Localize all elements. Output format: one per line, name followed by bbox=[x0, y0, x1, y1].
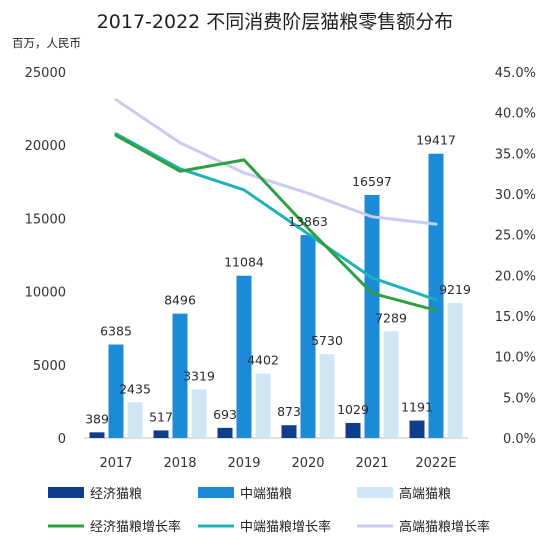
x-tick-label: 2022E bbox=[415, 456, 456, 471]
bar-3-6 bbox=[447, 303, 463, 438]
legend-swatch bbox=[198, 487, 234, 498]
bar-2-1 bbox=[108, 344, 124, 438]
legend-swatch bbox=[48, 487, 84, 498]
bar-1-2 bbox=[153, 430, 169, 438]
y2-tick-label: 0.0% bbox=[503, 432, 536, 447]
bars bbox=[89, 153, 463, 439]
y-tick-label: 10000 bbox=[25, 286, 66, 301]
growth-line-1 bbox=[114, 133, 438, 312]
bar-1-1 bbox=[89, 432, 105, 438]
bar-value-label: 2435 bbox=[119, 381, 151, 396]
y2-tick-label: 35.0% bbox=[495, 147, 536, 162]
bar-value-label: 8496 bbox=[164, 293, 196, 308]
bar-3-3 bbox=[255, 373, 271, 438]
bar-value-label: 873 bbox=[277, 404, 301, 419]
bar-value-label: 7289 bbox=[375, 310, 407, 325]
bar-2-3 bbox=[236, 275, 252, 438]
y2-tick-label: 25.0% bbox=[495, 229, 536, 244]
legend-label: 经济猫粮增长率 bbox=[90, 519, 181, 535]
legend-label: 高端猫粮 bbox=[399, 486, 451, 502]
bar-3-2 bbox=[191, 389, 207, 438]
y-axis-unit-label: 百万，人民币 bbox=[12, 36, 81, 50]
y2-tick-label: 30.0% bbox=[495, 188, 536, 203]
y-tick-label: 0 bbox=[58, 432, 66, 447]
legend-label: 经济猫粮 bbox=[90, 487, 142, 502]
growth-lines bbox=[114, 98, 438, 312]
bar-value-label: 11084 bbox=[224, 255, 264, 270]
bar-2-2 bbox=[172, 313, 188, 438]
bar-3-4 bbox=[319, 354, 335, 438]
y2-tick-label: 40.0% bbox=[495, 107, 536, 122]
x-tick-label: 2019 bbox=[227, 456, 260, 471]
x-tick-label: 2018 bbox=[163, 456, 196, 471]
bar-1-6 bbox=[409, 420, 425, 438]
bar-value-label: 3319 bbox=[183, 368, 215, 383]
y2-tick-label: 15.0% bbox=[495, 310, 536, 325]
bar-data-labels: 389 517 693 873 1029 1191 6385 8496 11084 13863 16… bbox=[85, 133, 471, 427]
bar-2-4 bbox=[300, 235, 316, 438]
bar-value-label: 6385 bbox=[100, 324, 132, 339]
y2-axis-ticks: 0.0% 5.0% 10.0% 15.0% 20.0% 25.0% 30.0% 35.0% 40… bbox=[495, 66, 536, 447]
bar-value-label: 1191 bbox=[401, 400, 433, 415]
bar-value-label: 389 bbox=[85, 411, 109, 426]
y2-tick-label: 20.0% bbox=[495, 269, 536, 284]
bar-value-label: 9219 bbox=[439, 282, 471, 297]
bar-2-5 bbox=[364, 195, 380, 438]
x-tick-label: 2021 bbox=[355, 456, 388, 471]
y-tick-label: 20000 bbox=[25, 139, 66, 154]
x-tick-label: 2017 bbox=[99, 456, 132, 471]
y-tick-label: 15000 bbox=[25, 212, 66, 227]
y-tick-label: 25000 bbox=[25, 66, 66, 81]
bar-value-label: 13863 bbox=[288, 214, 328, 229]
bar-value-label: 16597 bbox=[352, 174, 392, 189]
bar-1-4 bbox=[281, 425, 297, 438]
bar-1-5 bbox=[345, 422, 361, 438]
bar-value-label: 1029 bbox=[337, 402, 369, 417]
chart-title: 2017-2022 不同消费阶层猫粮零售额分布 bbox=[97, 11, 454, 33]
legend-label: 中端猫粮 bbox=[240, 487, 292, 502]
x-axis-ticks: 2017 2018 2019 2020 2021 2022E bbox=[99, 456, 456, 471]
x-tick-label: 2020 bbox=[291, 456, 324, 471]
bar-value-label: 693 bbox=[213, 407, 237, 422]
bar-3-1 bbox=[127, 402, 143, 438]
y-tick-label: 5000 bbox=[33, 359, 66, 374]
legend-label: 高端猫粮增长率 bbox=[399, 519, 490, 535]
y2-tick-label: 5.0% bbox=[503, 391, 536, 406]
bar-value-label: 5730 bbox=[311, 333, 343, 348]
bar-value-label: 4402 bbox=[247, 353, 279, 368]
bar-1-3 bbox=[217, 427, 233, 438]
bar-value-label: 517 bbox=[149, 409, 173, 424]
legend-label: 中端猫粮增长率 bbox=[240, 519, 331, 535]
y-axis-ticks: 0 5000 10000 15000 20000 25000 bbox=[25, 66, 66, 447]
y2-tick-label: 45.0% bbox=[495, 66, 536, 81]
growth-line-3 bbox=[114, 98, 438, 226]
legend-swatch bbox=[357, 487, 393, 498]
bar-value-label: 19417 bbox=[416, 133, 456, 148]
growth-line-2 bbox=[114, 132, 438, 302]
bar-3-5 bbox=[383, 331, 399, 438]
y2-tick-label: 10.0% bbox=[495, 351, 536, 366]
